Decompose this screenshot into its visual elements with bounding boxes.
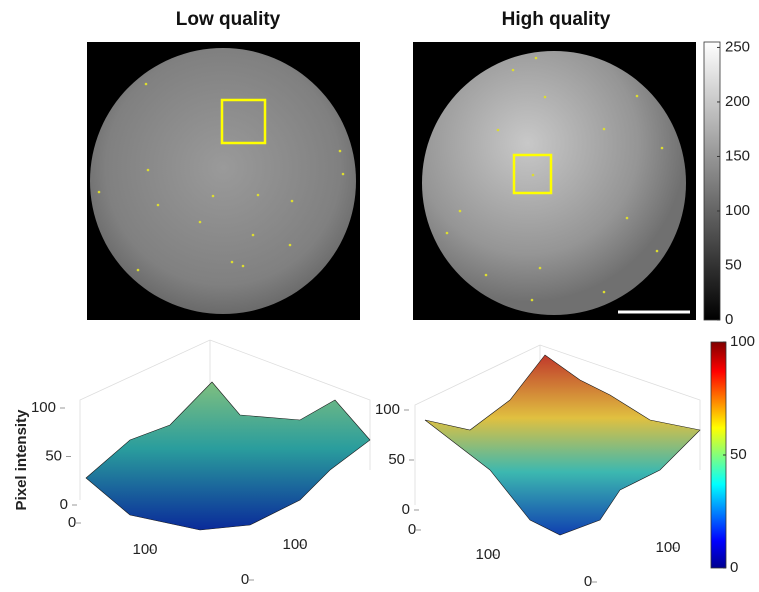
colorbar-tick-label: 50	[725, 256, 742, 273]
field-of-view	[90, 48, 356, 314]
axis-tick-label: 0	[68, 514, 76, 531]
axis-tick-label: 100	[31, 399, 56, 416]
axis-tick-label: 100	[132, 541, 157, 558]
colorbar-tick-label: 100	[730, 333, 755, 350]
colorbar-tick-label: 50	[730, 446, 747, 463]
panel-title: Low quality	[176, 9, 281, 30]
colorbar-tick-label: 150	[725, 147, 750, 164]
axis-tick-label: 100	[655, 539, 680, 556]
colorbar-tick-label: 100	[725, 202, 750, 219]
axis-tick-label: 0	[584, 573, 592, 590]
colorbar-tick-label: 0	[730, 559, 738, 576]
colorbar-tick-label: 200	[725, 93, 750, 110]
surface-high	[424, 354, 701, 536]
cell-markers	[97, 56, 664, 302]
field-of-view	[422, 51, 686, 315]
roi-box	[512, 153, 553, 195]
colorbar-tick-label: 0	[725, 311, 733, 328]
axis-tick-label: 100	[375, 401, 400, 418]
z-axis-label: Pixel intensity	[13, 409, 30, 511]
axis-tick-label: 0	[408, 521, 416, 538]
axis-tick-label: 100	[475, 546, 500, 563]
roi-box	[220, 98, 267, 145]
panel-title: High quality	[502, 9, 611, 30]
colorbar-tick-label: 250	[725, 38, 750, 55]
axis-tick-label: 50	[388, 451, 405, 468]
axis-tick-label: 0	[241, 571, 249, 588]
axis-tick-label: 50	[45, 447, 62, 464]
gray-colorbar	[703, 41, 721, 321]
axis-tick-label: 0	[60, 496, 68, 513]
axis-tick-label: 0	[402, 501, 410, 518]
surface-low	[85, 381, 371, 531]
axis-tick-label: 100	[282, 536, 307, 553]
